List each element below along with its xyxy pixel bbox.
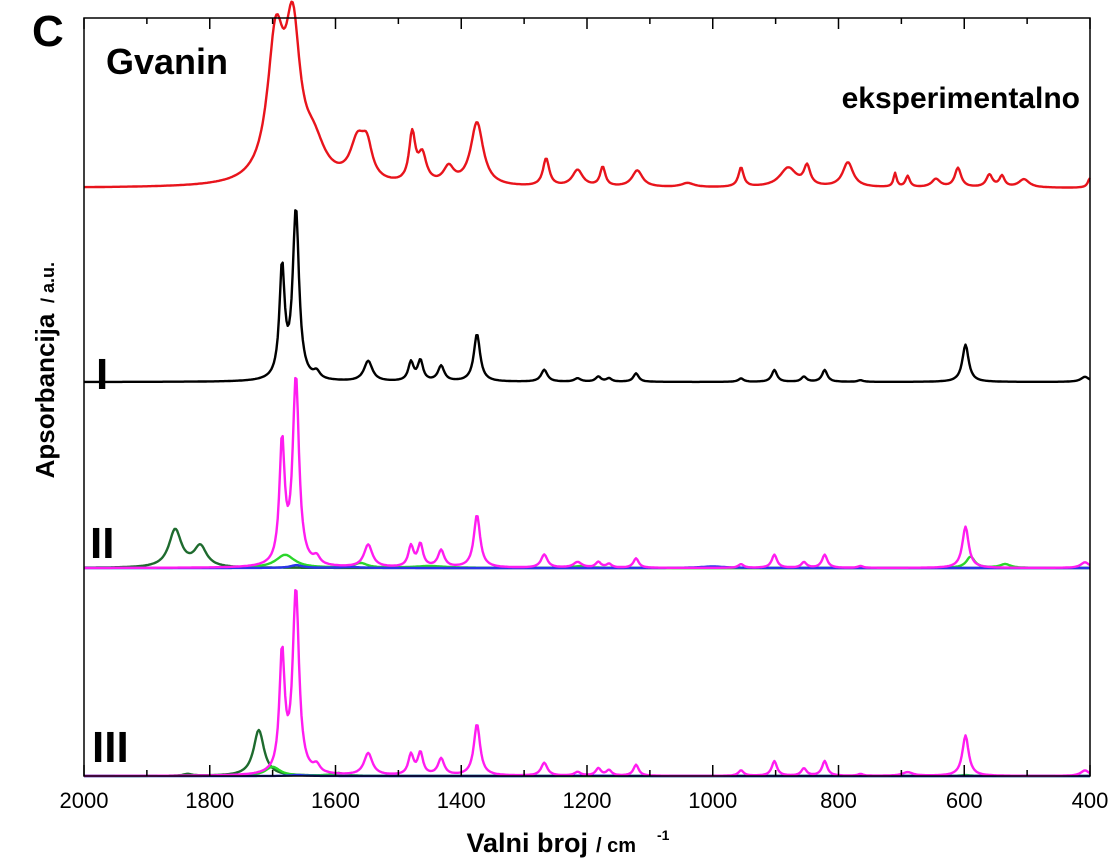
x-axis-unit-exponent: -1 bbox=[657, 827, 670, 843]
spectrum-line-panel0-series0 bbox=[84, 0, 1091, 189]
x-tick-label: 1800 bbox=[185, 788, 234, 813]
spectrum-line-panel1-series0 bbox=[84, 209, 1091, 384]
x-tick-label: 1600 bbox=[311, 788, 360, 813]
x-tick-label: 1200 bbox=[563, 788, 612, 813]
y-axis-label-group: Apsorbancija bbox=[30, 313, 60, 478]
panel-label-i: I bbox=[96, 350, 108, 399]
x-tick-label: 800 bbox=[820, 788, 857, 813]
y-axis-unit: / a.u. bbox=[38, 262, 58, 303]
y-axis-label: Apsorbancija bbox=[30, 313, 60, 478]
x-tick-label: 400 bbox=[1072, 788, 1109, 813]
panel-letter: C bbox=[32, 7, 64, 56]
x-axis-ticks bbox=[83, 18, 1091, 776]
y-axis-unit-group: / a.u. bbox=[38, 262, 58, 303]
x-tick-label: 2000 bbox=[60, 788, 109, 813]
x-tick-label: 600 bbox=[946, 788, 983, 813]
panel-label-experimental: eksperimentalno bbox=[842, 82, 1080, 115]
x-tick-label: 1400 bbox=[437, 788, 486, 813]
x-tick-label: 1000 bbox=[688, 788, 737, 813]
chart-title: Gvanin bbox=[106, 41, 228, 82]
x-axis-unit: / cm bbox=[596, 835, 636, 857]
x-axis-label: Valni broj bbox=[466, 828, 588, 858]
panel-label-ii: II bbox=[90, 519, 114, 568]
spectrum-line-panel2-series0 bbox=[84, 376, 1091, 570]
x-axis-tick-labels: 2000 1800 1600 1400 1200 1000 800 600 400 bbox=[60, 788, 1109, 813]
panel-label-iii: III bbox=[92, 723, 129, 772]
